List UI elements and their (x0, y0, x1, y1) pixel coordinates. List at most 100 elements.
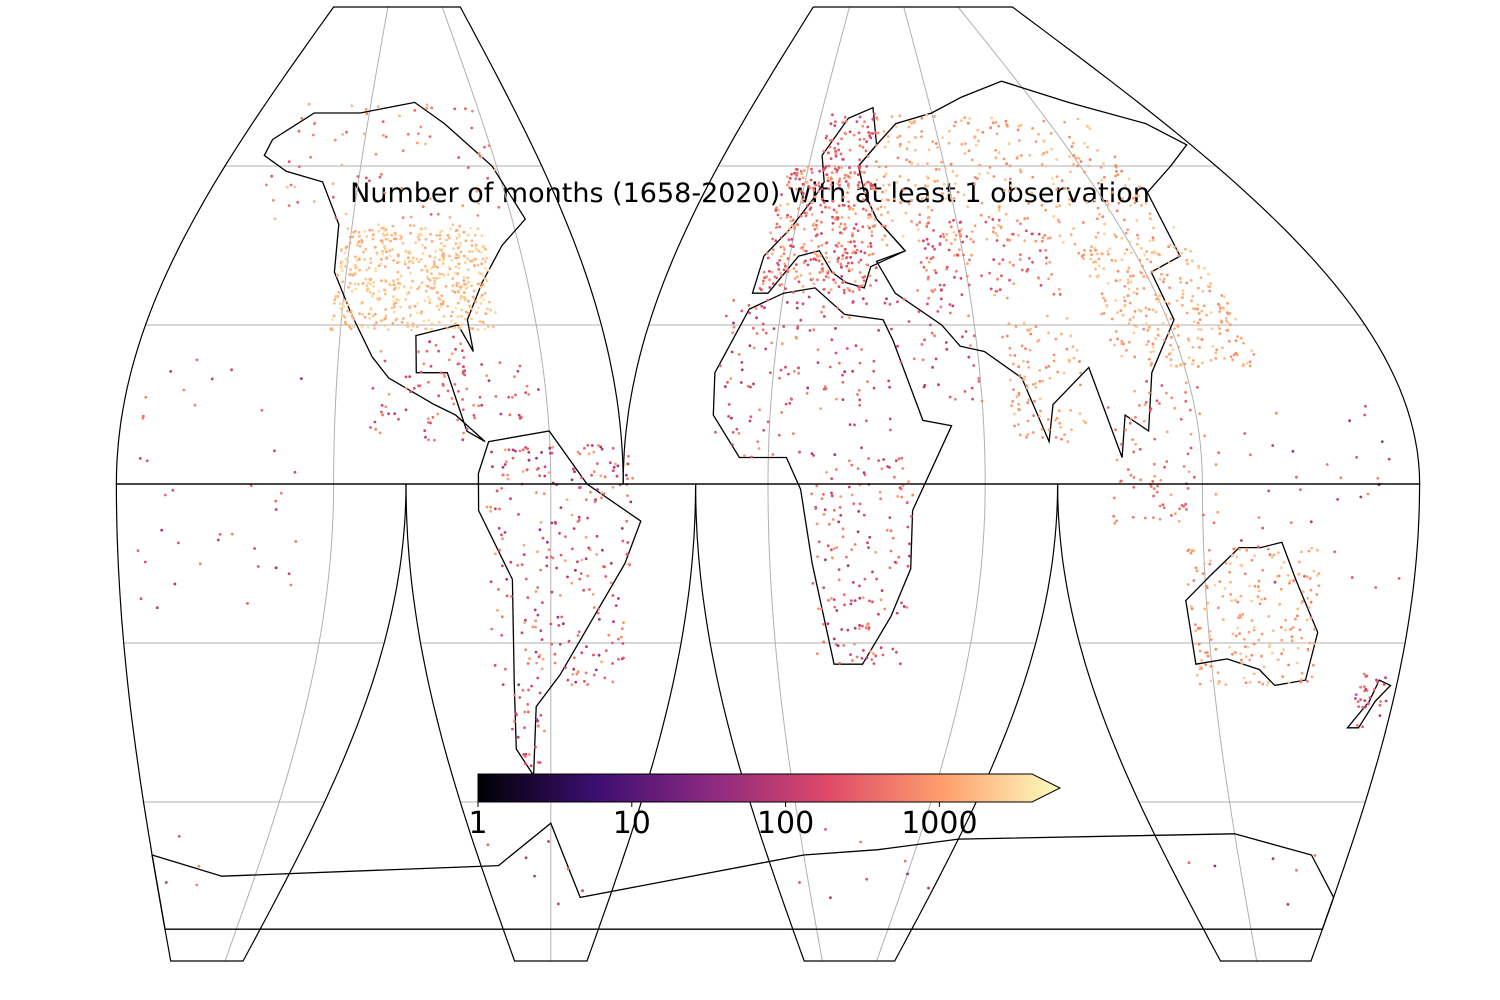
station-point (842, 291, 846, 295)
station-point (914, 136, 917, 139)
station-point (526, 710, 530, 714)
station-point (530, 684, 533, 688)
station-point (814, 183, 817, 187)
station-point (762, 428, 766, 432)
station-point (802, 290, 805, 294)
station-point (1234, 651, 1237, 654)
station-point (919, 261, 923, 264)
station-point (1197, 266, 1201, 270)
station-point (392, 302, 396, 306)
station-point (1169, 317, 1173, 321)
station-point (1191, 362, 1195, 366)
station-point (513, 375, 516, 379)
station-point (917, 310, 921, 313)
station-point (768, 278, 771, 282)
station-point (842, 195, 845, 199)
station-point (383, 265, 387, 268)
station-point (859, 285, 862, 288)
station-point (381, 249, 384, 253)
station-point (613, 462, 617, 466)
station-point (1067, 188, 1070, 192)
station-point (865, 656, 869, 660)
station-point (294, 540, 298, 543)
station-point (871, 600, 874, 604)
station-point (947, 191, 951, 195)
station-point (527, 688, 530, 692)
station-point (748, 344, 752, 348)
station-point (1045, 314, 1049, 318)
station-point (1275, 411, 1278, 415)
station-point (1119, 278, 1122, 282)
station-point (931, 245, 935, 248)
station-point (1121, 313, 1125, 317)
station-point (939, 235, 942, 238)
station-point (1236, 626, 1240, 630)
station-point (801, 200, 805, 204)
station-point (381, 232, 385, 236)
station-point (818, 271, 822, 274)
station-point (900, 495, 904, 499)
station-point (393, 237, 396, 241)
station-point (732, 325, 736, 329)
station-point (827, 260, 831, 264)
station-point (432, 260, 436, 263)
station-point (462, 365, 465, 369)
station-point (834, 217, 837, 221)
station-point (331, 318, 334, 321)
station-point (1239, 594, 1243, 598)
station-point (1044, 208, 1048, 212)
station-point (1145, 322, 1148, 326)
station-point (1294, 617, 1297, 621)
station-point (416, 287, 420, 291)
station-point (1004, 212, 1008, 216)
station-point (382, 226, 386, 230)
station-point (864, 209, 868, 212)
station-point (1280, 566, 1283, 569)
station-point (455, 253, 459, 257)
station-point (1096, 217, 1099, 221)
station-point (626, 494, 629, 497)
station-point (609, 581, 613, 585)
station-point (1339, 476, 1343, 480)
station-point (620, 635, 623, 639)
station-point (1024, 347, 1027, 350)
station-point (1204, 663, 1208, 667)
station-point (352, 318, 356, 321)
station-point (1218, 332, 1222, 336)
station-point (858, 167, 861, 171)
station-point (506, 477, 510, 481)
station-point (1240, 661, 1244, 665)
station-point (1145, 250, 1148, 253)
station-point (416, 302, 420, 305)
station-point (1161, 322, 1165, 326)
station-point (481, 273, 484, 276)
station-point (1309, 588, 1313, 592)
station-point (1189, 446, 1193, 450)
station-point (841, 535, 845, 539)
station-point (1257, 585, 1260, 589)
station-point (1028, 348, 1032, 352)
station-point (1152, 462, 1156, 466)
station-point (934, 168, 938, 171)
station-point (825, 241, 829, 245)
station-point (859, 840, 862, 844)
station-point (1363, 413, 1367, 417)
station-point (874, 266, 878, 270)
station-point (460, 295, 464, 299)
station-point (253, 547, 256, 550)
station-point (838, 177, 842, 181)
station-point (477, 271, 481, 275)
station-point (1271, 629, 1275, 633)
station-point (355, 265, 359, 269)
station-point (1148, 409, 1152, 413)
station-point (748, 419, 752, 423)
station-point (1065, 317, 1069, 320)
station-point (1044, 366, 1048, 369)
station-point (1196, 323, 1200, 327)
station-point (1115, 519, 1118, 523)
station-point (1015, 156, 1019, 160)
station-point (472, 289, 476, 293)
station-point (1228, 570, 1232, 574)
station-point (1175, 249, 1179, 252)
station-point (475, 247, 478, 251)
